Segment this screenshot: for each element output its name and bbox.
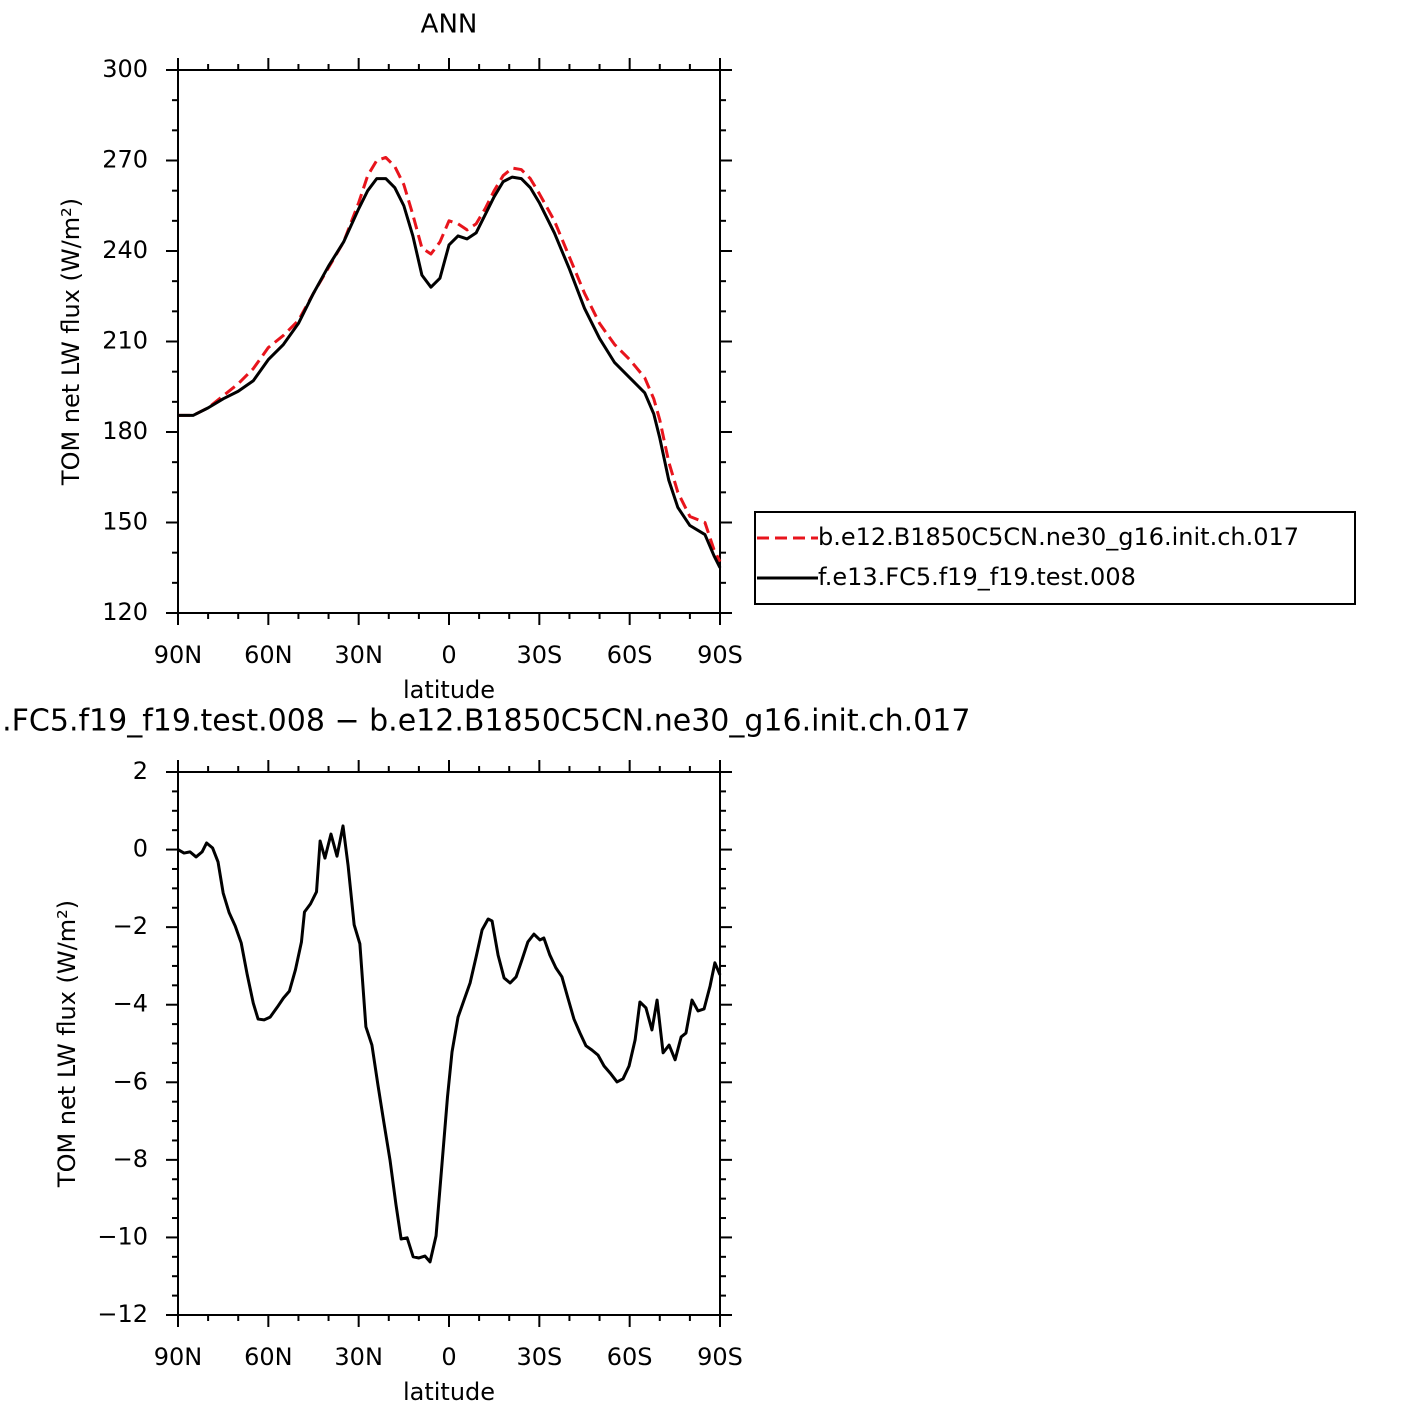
y-tick-label: 240: [102, 236, 148, 264]
x-tick-label: 30N: [334, 641, 383, 669]
y-tick-label: −12: [97, 1300, 148, 1328]
y-tick-label: −2: [113, 912, 148, 940]
legend-box: [754, 511, 1356, 605]
plot-frame: [177, 69, 721, 614]
x-tick-label: 0: [441, 641, 456, 669]
chart-title: f.e13.FC5.f19_f19.test.008 − b.e12.B1850…: [0, 704, 970, 739]
x-tick-label: 30S: [516, 1343, 562, 1371]
x-tick-label: 60S: [607, 641, 653, 669]
x-tick-label: 90S: [697, 1343, 743, 1371]
x-tick-label: 90N: [154, 1343, 203, 1371]
series-line: [177, 824, 722, 1264]
y-tick-label: 180: [102, 417, 148, 445]
x-tick-label: 60N: [244, 1343, 293, 1371]
chart-title: ANN: [421, 10, 478, 40]
y-tick-label: 150: [102, 508, 148, 536]
y-tick-label: 120: [102, 598, 148, 626]
y-tick-label: 0: [133, 835, 148, 863]
x-tick-label: 60N: [244, 641, 293, 669]
x-tick-label: 30N: [334, 1343, 383, 1371]
x-tick-label: 90N: [154, 641, 203, 669]
series-line: [178, 155, 722, 563]
y-tick-label: −6: [113, 1067, 148, 1095]
x-axis-label: latitude: [403, 676, 495, 704]
y-tick-label: 210: [102, 327, 148, 355]
legend-label: b.e12.B1850C5CN.ne30_g16.init.ch.017: [818, 523, 1299, 551]
x-tick-label: 60S: [607, 1343, 653, 1371]
x-tick-label: 0: [441, 1343, 456, 1371]
y-axis-label: TOM net LW flux (W/m²): [57, 198, 85, 486]
x-axis-label: latitude: [403, 1378, 495, 1406]
legend-label: f.e13.FC5.f19_f19.test.008: [818, 563, 1136, 591]
x-tick-label: 30S: [516, 641, 562, 669]
y-axis-label: TOM net LW flux (W/m²): [53, 900, 81, 1188]
x-tick-label: 90S: [697, 641, 743, 669]
y-tick-label: 270: [102, 146, 148, 174]
y-tick-label: −8: [113, 1145, 148, 1173]
y-tick-label: −10: [97, 1222, 148, 1250]
y-tick-label: 300: [102, 55, 148, 83]
y-tick-label: −4: [113, 990, 148, 1018]
y-tick-label: 2: [133, 757, 148, 785]
plot-frame: [177, 771, 721, 1316]
series-line: [178, 175, 722, 569]
